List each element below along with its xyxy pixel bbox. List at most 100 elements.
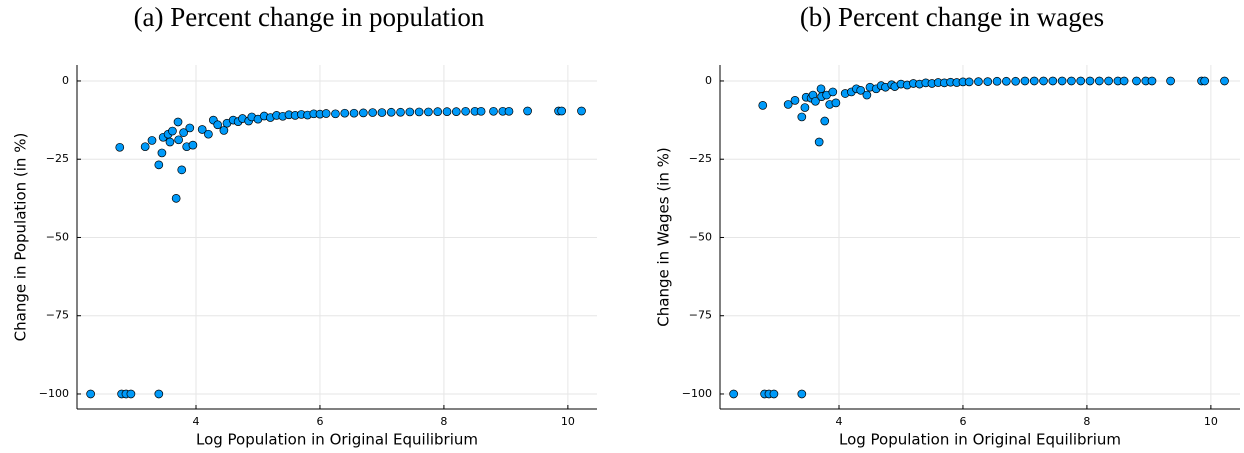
y-tick-label: 0 [62, 74, 69, 87]
point [811, 96, 820, 106]
point [179, 128, 188, 137]
point [197, 125, 207, 134]
y-tick-label: 0 [705, 74, 712, 87]
point [992, 76, 1002, 86]
point [321, 109, 331, 118]
point [489, 106, 498, 116]
point [1039, 76, 1048, 86]
point [983, 77, 993, 86]
chart-title: (a) Percent change in population [134, 2, 485, 32]
point [769, 389, 779, 399]
y-tick-label: −100 [682, 387, 712, 400]
point [816, 84, 826, 94]
x-tick-label: 8 [1083, 415, 1090, 428]
point [147, 136, 157, 145]
y-tick-label: −75 [689, 309, 712, 322]
point [783, 100, 793, 109]
y-tick-label: −50 [46, 230, 69, 243]
point [442, 107, 452, 116]
point [523, 106, 532, 116]
point [177, 165, 187, 175]
point [1067, 76, 1076, 86]
point [173, 117, 183, 127]
point [204, 129, 213, 139]
point [396, 107, 405, 117]
point [1011, 76, 1020, 86]
point [377, 108, 387, 117]
point [1147, 76, 1157, 86]
x-axis-label: Log Population in Original Equilibrium [196, 431, 478, 449]
point [577, 106, 586, 116]
x-axis-label: Log Population in Original Equilibrium [839, 431, 1121, 449]
point [358, 108, 368, 118]
chart-title: (b) Percent change in wages [800, 2, 1104, 32]
point [862, 90, 872, 100]
point [126, 389, 136, 399]
point [115, 142, 125, 152]
point [1029, 76, 1039, 86]
point [86, 389, 95, 399]
point [405, 107, 415, 117]
point [461, 106, 470, 116]
point [174, 135, 183, 145]
point [1085, 76, 1095, 86]
point [171, 193, 181, 203]
y-axis-label: Change in Population (in %) [12, 133, 30, 342]
y-axis-label: Change in Wages (in %) [655, 147, 673, 326]
point [1220, 76, 1229, 86]
x-tick-label: 4 [192, 415, 199, 428]
point [800, 103, 810, 112]
point [386, 107, 396, 117]
point [820, 116, 830, 126]
x-tick-label: 6 [959, 415, 966, 428]
point [368, 108, 377, 117]
x-tick-label: 10 [1204, 415, 1218, 428]
point [797, 389, 807, 399]
point [340, 108, 350, 118]
point [154, 389, 164, 399]
point [974, 77, 983, 86]
point [1048, 76, 1058, 86]
point [1166, 76, 1175, 86]
point [1132, 76, 1141, 86]
point [814, 137, 824, 147]
point [154, 160, 164, 170]
point [828, 87, 838, 97]
point [185, 123, 195, 133]
point [964, 77, 974, 87]
point [1200, 76, 1210, 86]
x-tick-label: 8 [440, 415, 447, 428]
point [1094, 76, 1104, 86]
point [729, 389, 738, 399]
x-tick-label: 4 [835, 415, 842, 428]
point [1076, 76, 1086, 86]
point [1020, 76, 1030, 86]
x-tick-label: 10 [561, 415, 575, 428]
point [165, 137, 175, 147]
point [219, 126, 229, 135]
point [188, 140, 198, 150]
point [476, 106, 486, 116]
y-tick-label: −50 [689, 230, 712, 243]
point [831, 98, 841, 108]
point [331, 109, 340, 119]
point [424, 107, 433, 117]
point [758, 101, 768, 110]
point [1104, 76, 1113, 86]
point [790, 96, 800, 105]
point [433, 107, 443, 116]
point [157, 148, 167, 158]
y-tick-label: −25 [689, 152, 712, 165]
point [414, 107, 424, 117]
x-tick-label: 6 [316, 415, 323, 428]
point [140, 142, 150, 152]
point [504, 106, 514, 116]
point [213, 120, 223, 130]
y-tick-label: −75 [46, 309, 69, 322]
point [168, 126, 177, 136]
point [349, 108, 359, 118]
point [1001, 76, 1011, 86]
point [451, 107, 461, 116]
point [557, 106, 567, 116]
